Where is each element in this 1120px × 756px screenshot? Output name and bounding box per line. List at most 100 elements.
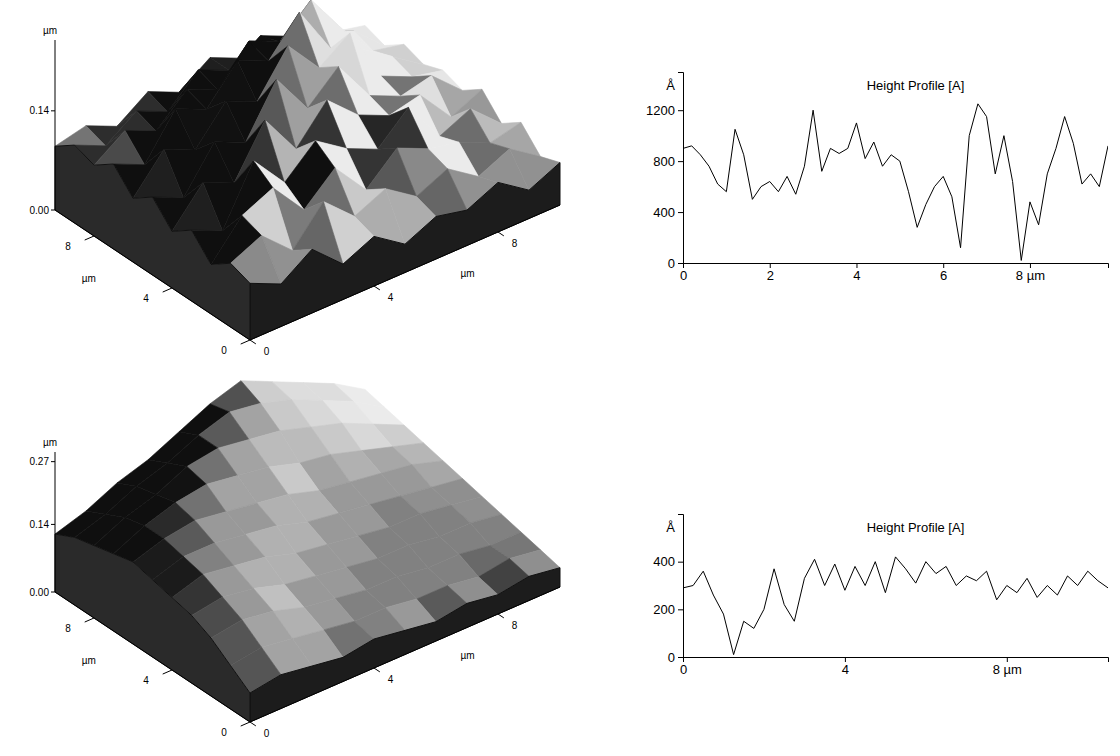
- x-tick-label: 4: [842, 662, 849, 677]
- z-tick: [51, 210, 55, 211]
- z-tick: [51, 592, 55, 593]
- surface: [55, 381, 560, 722]
- x-axis: 0 2 4 6 8 µm: [680, 263, 1109, 283]
- x-tick: [498, 614, 504, 618]
- z-axis-title: µm: [43, 437, 57, 448]
- y-tick-label: 0: [221, 345, 227, 356]
- x-axis-title: µm: [461, 268, 475, 279]
- x-tick: 8 µm: [993, 657, 1022, 677]
- x-axis-line: [250, 587, 560, 722]
- line-panel: 0 2 4 6 8 µm 0 400 800 1200 Height Profile [A] Å: [646, 73, 1108, 284]
- x-tick-label: 8 µm: [993, 662, 1022, 677]
- y-tick-label: 800: [653, 154, 675, 169]
- y-tick-label: 400: [653, 205, 675, 220]
- y-tick-mark: [678, 110, 683, 111]
- x-axis: 0 4 8 µm: [680, 657, 1109, 677]
- surface-cell: [296, 100, 347, 149]
- y-tick-mark: [678, 562, 683, 563]
- surface-panel: 048µm048µm0.000.14µm: [30, 0, 560, 357]
- x-tick: 4: [853, 263, 860, 283]
- x-tick: 0: [680, 657, 687, 677]
- y-tick-label: 0: [668, 256, 675, 271]
- z-tick-label: 0.00: [30, 587, 50, 598]
- axes: 048µm048µm0.000.140.27µm: [30, 437, 560, 739]
- z-tick: [51, 524, 55, 525]
- x-axis-line: [250, 205, 560, 340]
- x-tick: [374, 668, 380, 672]
- y-tick: [85, 236, 94, 240]
- y-tick-label: 0: [221, 727, 227, 738]
- y-axis-title: µm: [82, 655, 96, 666]
- z-tick: [51, 110, 55, 111]
- z-tick-label: 0.27: [30, 456, 50, 467]
- z-tick: [51, 461, 55, 462]
- x-tick-label: 8: [512, 620, 518, 631]
- x-tick: 8 µm: [1016, 263, 1045, 283]
- surface-cell: [172, 182, 223, 231]
- z-tick-label: 0.00: [30, 205, 50, 216]
- surface-side: [250, 568, 560, 722]
- y-axis-title: Å: [666, 78, 675, 93]
- x-tick-label: 8 µm: [1016, 268, 1045, 283]
- y-tick-label: 0: [668, 650, 675, 665]
- y-tick-label: 8: [65, 623, 71, 634]
- surface-side: [250, 163, 560, 341]
- x-axis-line: [684, 658, 1109, 663]
- y-tick: 0: [668, 650, 683, 665]
- x-tick: [250, 722, 256, 726]
- x-tick-label: 0: [264, 346, 270, 357]
- x-tick-label: 4: [388, 674, 394, 685]
- y-tick: [241, 722, 250, 726]
- y-tick-mark: [678, 263, 683, 264]
- x-tick: 2: [767, 263, 774, 283]
- surface-cell: [55, 126, 106, 147]
- y-axis-title: µm: [82, 273, 96, 284]
- plot-area: [683, 104, 1108, 261]
- y-tick-label: 200: [653, 602, 675, 617]
- y-tick-mark: [678, 657, 683, 658]
- y-tick: 1200: [646, 103, 683, 118]
- x-tick: 6: [940, 263, 947, 283]
- y-axis-line: [678, 515, 684, 658]
- y-tick-label: 1200: [646, 103, 675, 118]
- figure: 048µm048µm0.000.14µm02468 µm04008001200H…: [0, 0, 1120, 756]
- x-tick: [374, 286, 380, 290]
- profile-line: [683, 104, 1108, 261]
- x-tick-label: 0: [264, 728, 270, 739]
- surface-panel: 048µm048µm0.000.140.27µm: [30, 381, 560, 739]
- axes: 048µm048µm0.000.14µm: [30, 25, 560, 357]
- y-tick-label: 4: [143, 293, 149, 304]
- z-axis-line: [55, 452, 56, 592]
- surface-side: [55, 534, 250, 722]
- y-tick-mark: [678, 609, 683, 610]
- y-axis-title: Å: [666, 520, 675, 535]
- plot-area: [683, 557, 1108, 655]
- surface-cell: [440, 109, 491, 143]
- x-tick-label: 8: [512, 238, 518, 249]
- z-tick-label: 0.14: [30, 105, 50, 116]
- surface-side: [55, 145, 250, 340]
- y-tick: 400: [653, 205, 683, 220]
- z-axis-line: [55, 40, 56, 210]
- x-tick: [498, 232, 504, 236]
- y-tick: 400: [653, 554, 683, 569]
- y-tick-label: 400: [653, 554, 675, 569]
- y-tick: [241, 340, 250, 344]
- y-tick-mark: [678, 161, 683, 162]
- x-tick-label: 6: [940, 268, 947, 283]
- y-axis-line: [678, 73, 684, 264]
- chart-title: Height Profile [A]: [867, 520, 965, 535]
- y-axis-line: [55, 592, 250, 722]
- x-tick: 0: [680, 263, 687, 283]
- y-axis: 0 200 400: [653, 515, 683, 665]
- y-tick: 0: [668, 256, 683, 271]
- surface: [55, 0, 560, 340]
- x-tick: [250, 340, 256, 344]
- y-axis: 0 400 800 1200: [646, 73, 683, 271]
- chart-title: Height Profile [A]: [867, 78, 965, 93]
- x-axis-title: µm: [461, 650, 475, 661]
- y-tick: [85, 618, 94, 622]
- line-panel: 0 4 8 µm 0 200 400 Height Profile [A] Å: [653, 515, 1108, 678]
- surface-cell: [378, 107, 429, 149]
- x-tick: 4: [842, 657, 849, 677]
